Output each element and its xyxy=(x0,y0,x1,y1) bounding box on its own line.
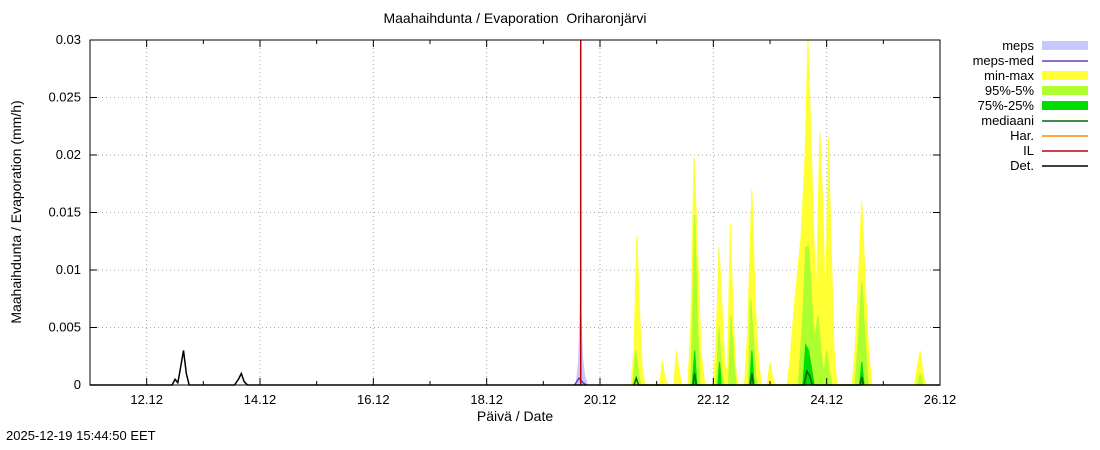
legend-swatch xyxy=(1042,101,1088,110)
x-tick-label: 12.12 xyxy=(130,392,163,407)
legend-label: 75%-25% xyxy=(978,98,1035,113)
series-meps xyxy=(575,298,589,386)
legend-label: Det. xyxy=(1010,158,1034,173)
y-tick-label: 0 xyxy=(74,377,81,392)
legend-label: min-max xyxy=(984,68,1034,83)
x-axis-label: Päivä / Date xyxy=(476,408,554,424)
legend-label: mediaani xyxy=(981,113,1034,128)
legend-label: meps xyxy=(1002,38,1034,53)
y-tick-label: 0.01 xyxy=(56,262,81,277)
chart-title: Maahaihdunta / Evaporation Oriharonjärvi xyxy=(383,10,647,26)
x-tick-label: 26.12 xyxy=(924,392,957,407)
x-tick-label: 18.12 xyxy=(470,392,503,407)
plot-axes xyxy=(89,39,941,386)
x-tick-label: 22.12 xyxy=(697,392,730,407)
legend: mepsmeps-medmin-max95%-5%75%-25%mediaani… xyxy=(973,38,1088,173)
legend-label: meps-med xyxy=(973,53,1034,68)
y-tick-label: 0.005 xyxy=(48,320,81,335)
x-tick-label: 14.12 xyxy=(244,392,277,407)
legend-label: 95%-5% xyxy=(985,83,1035,98)
y-tick-label: 0.02 xyxy=(56,147,81,162)
tick-labels: 12.12 14.12 16.12 18.12 20.12 22.12 24.12 26.12… xyxy=(48,32,956,407)
legend-swatch xyxy=(1042,71,1088,80)
plot-timestamp: 2025-12-19 15:44:50 EET xyxy=(6,428,156,443)
legend-swatch xyxy=(1042,41,1088,50)
series-det- xyxy=(90,350,940,386)
legend-label: IL xyxy=(1023,143,1034,158)
series-min-max xyxy=(600,39,940,386)
x-tick-label: 24.12 xyxy=(810,392,843,407)
x-tick-label: 16.12 xyxy=(357,392,390,407)
legend-label: Har. xyxy=(1010,128,1034,143)
y-tick-label: 0.015 xyxy=(48,205,81,220)
legend-swatch xyxy=(1042,86,1088,95)
x-tick-label: 20.12 xyxy=(584,392,617,407)
y-tick-label: 0.03 xyxy=(56,32,81,47)
y-tick-label: 0.025 xyxy=(48,90,81,105)
